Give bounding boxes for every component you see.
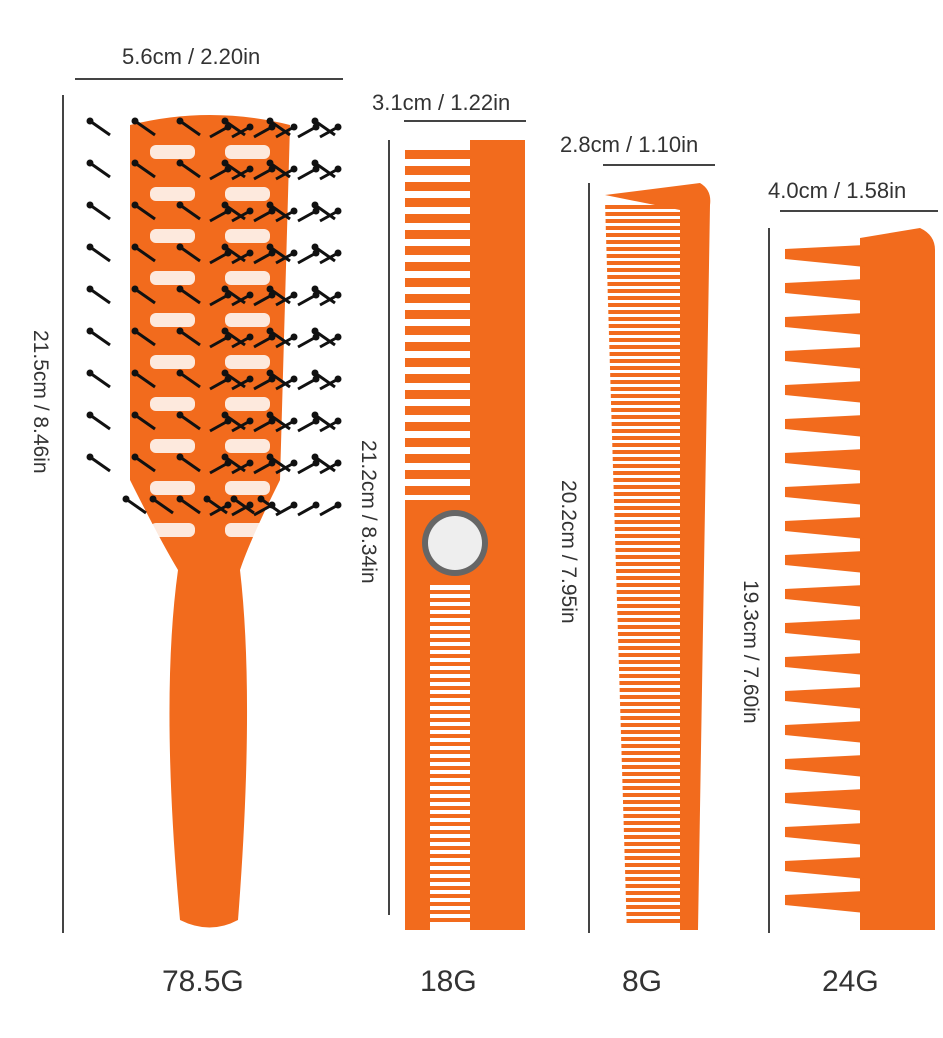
folding-comb-width-label: 3.1cm / 1.22in xyxy=(372,90,511,115)
vent-brush xyxy=(86,115,342,928)
cutting-comb xyxy=(605,183,711,930)
wide-comb-height-label: 19.3cm / 7.60in xyxy=(739,580,762,724)
folding-comb-weight: 18G xyxy=(420,965,477,998)
brush-weight: 78.5G xyxy=(162,965,244,998)
brush-height-label: 21.5cm / 8.46in xyxy=(29,330,52,474)
brush-width-label: 5.6cm / 2.20in xyxy=(122,44,261,69)
wide-comb-height-line xyxy=(768,228,770,933)
brush-width-line xyxy=(75,78,343,80)
wide-tooth-comb xyxy=(785,228,935,930)
cutting-comb-weight: 8G xyxy=(622,965,663,998)
wide-comb-width-line xyxy=(780,210,938,212)
folding-comb-width-line xyxy=(404,120,526,122)
wide-comb-weight: 24G xyxy=(822,965,879,998)
cutting-comb-width-line xyxy=(603,164,715,166)
cutting-comb-height-label: 20.2cm / 7.95in xyxy=(557,480,580,624)
folding-comb-height-label: 21.2cm / 8.34in xyxy=(357,440,380,584)
wide-comb-width-label: 4.0cm / 1.58in xyxy=(768,178,907,203)
cutting-comb-height-line xyxy=(588,183,590,933)
brush-height-line xyxy=(62,95,64,933)
cutting-comb-width-label: 2.8cm / 1.10in xyxy=(560,132,699,157)
folding-comb xyxy=(405,140,525,930)
folding-comb-height-line xyxy=(388,140,390,915)
